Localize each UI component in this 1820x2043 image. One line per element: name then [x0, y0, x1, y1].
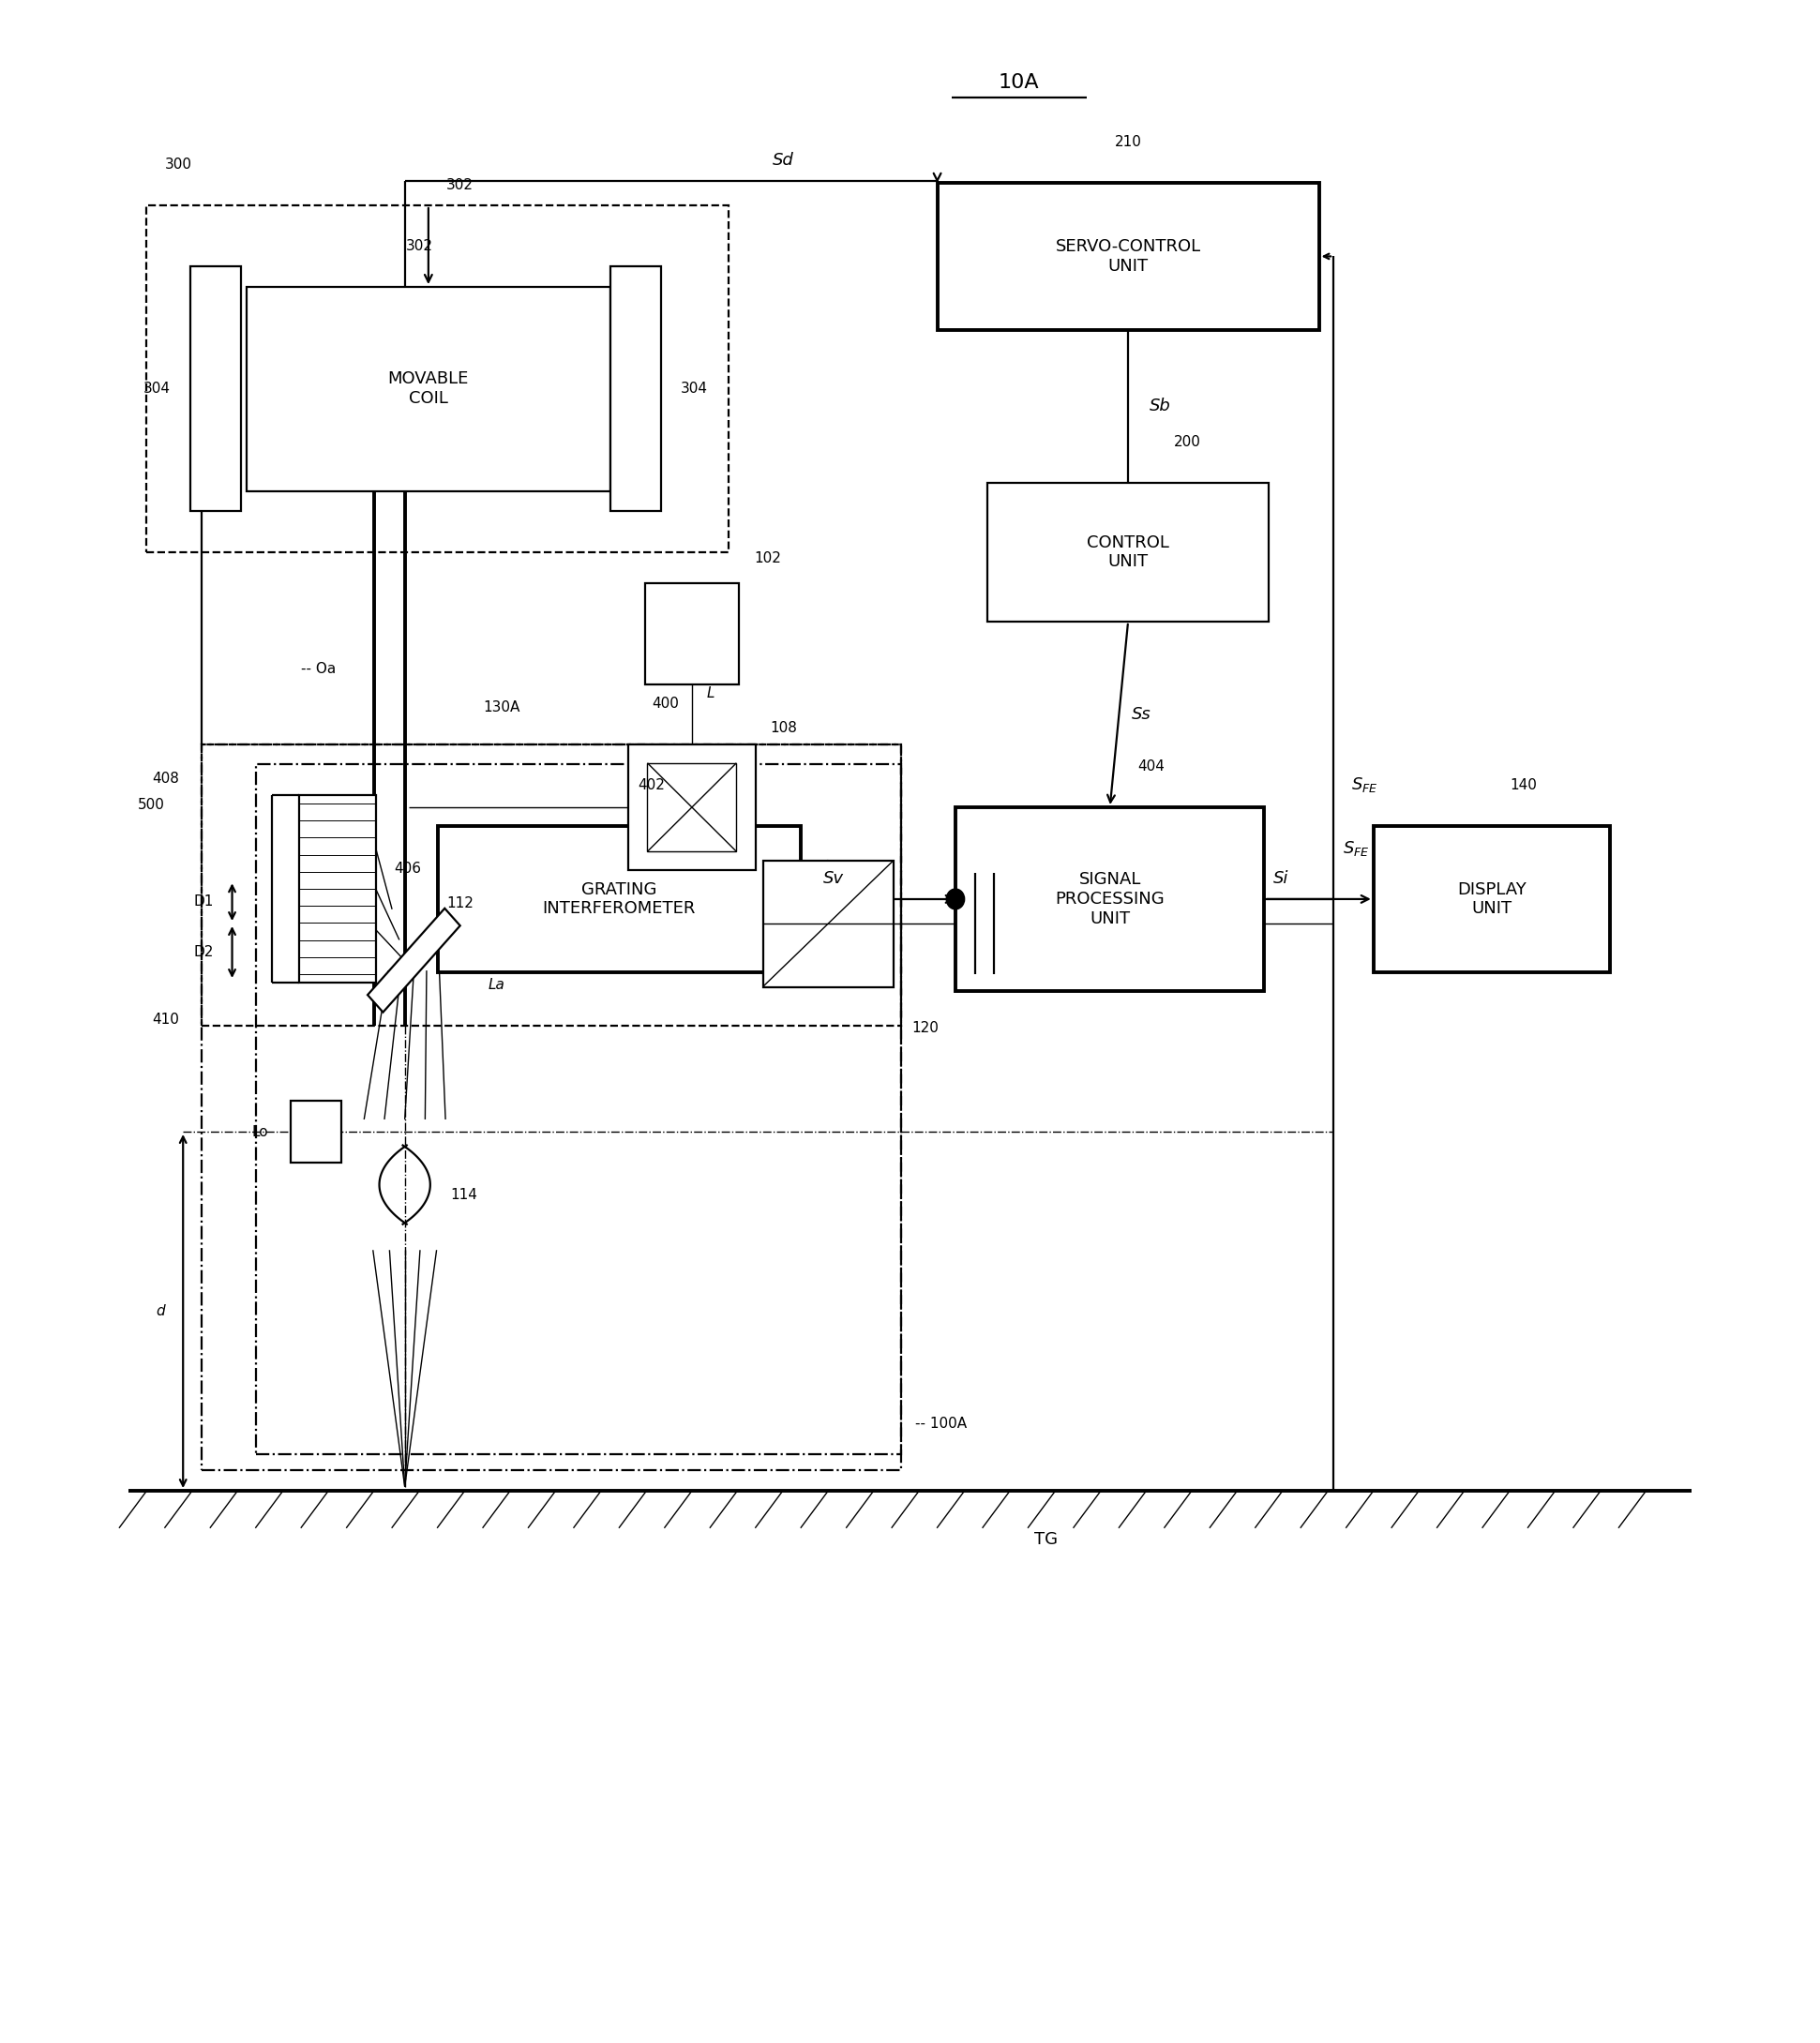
Text: Lo: Lo	[251, 1124, 269, 1138]
Text: CONTROL
UNIT: CONTROL UNIT	[1087, 533, 1168, 570]
Text: 10A: 10A	[999, 74, 1039, 92]
Bar	[298, 795, 375, 983]
Bar	[956, 807, 1265, 991]
Text: L: L	[706, 686, 715, 701]
Bar	[202, 744, 901, 1471]
Bar	[763, 860, 894, 987]
Text: 200: 200	[1174, 435, 1201, 449]
Text: DISPLAY
UNIT: DISPLAY UNIT	[1458, 881, 1527, 917]
Text: GRATING
INTERFEROMETER: GRATING INTERFEROMETER	[542, 881, 695, 917]
Bar	[437, 825, 801, 972]
Text: S$_{FE}$: S$_{FE}$	[1343, 840, 1369, 858]
Text: 302: 302	[406, 239, 433, 253]
Text: -- 100A: -- 100A	[915, 1416, 966, 1430]
Text: 140: 140	[1511, 778, 1536, 793]
Text: 130A: 130A	[482, 701, 521, 715]
Text: -- Oa: -- Oa	[300, 662, 337, 676]
Text: D2: D2	[195, 946, 215, 958]
Circle shape	[946, 889, 965, 909]
Text: Sd: Sd	[772, 151, 794, 170]
Text: D1: D1	[195, 895, 215, 909]
Text: 210: 210	[1114, 135, 1141, 149]
Bar	[644, 582, 739, 684]
Text: 408: 408	[153, 772, 178, 787]
Bar	[368, 909, 460, 1011]
Text: La: La	[488, 979, 506, 991]
Text: 102: 102	[753, 552, 781, 566]
Bar	[648, 762, 737, 852]
Bar	[1374, 825, 1609, 972]
Text: Sb: Sb	[1150, 398, 1172, 415]
Text: TG: TG	[1034, 1532, 1057, 1549]
Text: Si: Si	[1274, 870, 1289, 887]
Text: 404: 404	[1138, 760, 1165, 774]
Text: MOVABLE
COIL: MOVABLE COIL	[388, 370, 470, 407]
Text: 114: 114	[450, 1187, 477, 1201]
Text: 112: 112	[446, 897, 473, 911]
Text: 300: 300	[166, 157, 193, 172]
Text: Sv: Sv	[823, 870, 843, 887]
Bar	[191, 266, 242, 511]
Bar	[986, 482, 1269, 621]
Text: 500: 500	[138, 799, 164, 813]
Bar	[289, 1101, 340, 1162]
Bar	[628, 744, 755, 870]
Text: 108: 108	[770, 721, 797, 735]
Text: SIGNAL
PROCESSING
UNIT: SIGNAL PROCESSING UNIT	[1056, 870, 1165, 928]
Bar	[202, 744, 901, 1026]
Text: 304: 304	[144, 382, 171, 396]
Bar	[610, 266, 661, 511]
Bar	[248, 286, 610, 490]
Text: 302: 302	[446, 178, 473, 192]
Bar	[257, 764, 901, 1455]
Text: S$_{FE}$: S$_{FE}$	[1352, 776, 1378, 795]
Text: 400: 400	[652, 697, 679, 711]
Text: 406: 406	[393, 862, 420, 876]
Text: SERVO-CONTROL
UNIT: SERVO-CONTROL UNIT	[1056, 239, 1201, 274]
Text: 304: 304	[681, 382, 708, 396]
Text: d: d	[157, 1303, 166, 1318]
Bar	[937, 184, 1320, 329]
Text: 402: 402	[637, 778, 664, 793]
Text: 120: 120	[912, 1022, 939, 1034]
Text: Ss: Ss	[1132, 707, 1152, 723]
Bar	[147, 206, 728, 552]
Text: 410: 410	[153, 1013, 178, 1026]
